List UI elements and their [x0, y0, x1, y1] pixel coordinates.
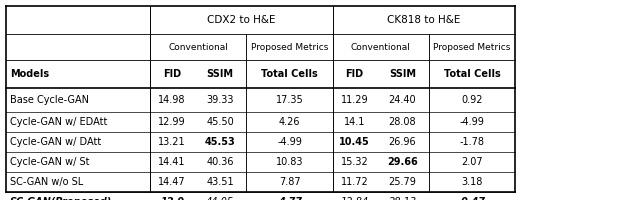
- Text: 12.9: 12.9: [160, 197, 184, 200]
- Text: Conventional: Conventional: [168, 43, 228, 52]
- Text: 28.08: 28.08: [388, 117, 417, 127]
- Text: 2.07: 2.07: [461, 157, 483, 167]
- Text: CDX2 to H&E: CDX2 to H&E: [207, 15, 276, 25]
- Text: Cycle-GAN w/ DAtt: Cycle-GAN w/ DAtt: [10, 137, 102, 147]
- Text: Proposed Metrics: Proposed Metrics: [251, 43, 328, 52]
- Text: SSIM: SSIM: [389, 69, 416, 79]
- Text: 14.47: 14.47: [158, 177, 186, 187]
- Text: 40.36: 40.36: [207, 157, 234, 167]
- Text: 17.35: 17.35: [276, 95, 303, 105]
- Text: 26.96: 26.96: [388, 137, 417, 147]
- Text: 25.79: 25.79: [388, 177, 417, 187]
- Text: 44.05: 44.05: [206, 197, 234, 200]
- Text: 10.45: 10.45: [339, 137, 370, 147]
- Text: 7.87: 7.87: [279, 177, 300, 187]
- Text: 3.18: 3.18: [461, 177, 483, 187]
- Text: 14.1: 14.1: [344, 117, 365, 127]
- Text: 11.72: 11.72: [340, 177, 369, 187]
- Text: 29.66: 29.66: [387, 157, 418, 167]
- Text: 12.99: 12.99: [158, 117, 186, 127]
- Text: -4.99: -4.99: [277, 137, 302, 147]
- Text: 4.26: 4.26: [279, 117, 300, 127]
- Text: SSIM: SSIM: [207, 69, 234, 79]
- Text: Total Cells: Total Cells: [444, 69, 500, 79]
- Text: Cycle-GAN w/ St: Cycle-GAN w/ St: [10, 157, 90, 167]
- Text: 45.50: 45.50: [206, 117, 234, 127]
- Text: 15.32: 15.32: [340, 157, 369, 167]
- Text: -1.78: -1.78: [460, 137, 484, 147]
- Text: 43.51: 43.51: [206, 177, 234, 187]
- Text: 10.83: 10.83: [276, 157, 303, 167]
- Text: FID: FID: [163, 69, 181, 79]
- Text: 28.13: 28.13: [388, 197, 417, 200]
- Text: 14.98: 14.98: [159, 95, 186, 105]
- Text: Conventional: Conventional: [351, 43, 411, 52]
- Text: 4.77: 4.77: [278, 197, 301, 200]
- Text: SC-GAN(Proposed): SC-GAN(Proposed): [10, 197, 113, 200]
- Text: Total Cells: Total Cells: [261, 69, 318, 79]
- Text: Proposed Metrics: Proposed Metrics: [433, 43, 511, 52]
- Text: SC-GAN w/o SL: SC-GAN w/o SL: [10, 177, 83, 187]
- Text: 12.84: 12.84: [340, 197, 369, 200]
- Text: CK818 to H&E: CK818 to H&E: [387, 15, 461, 25]
- Text: -0.47: -0.47: [458, 197, 486, 200]
- Text: 0.92: 0.92: [461, 95, 483, 105]
- Text: 11.29: 11.29: [340, 95, 369, 105]
- Text: 39.33: 39.33: [207, 95, 234, 105]
- Text: 45.53: 45.53: [205, 137, 236, 147]
- Text: FID: FID: [346, 69, 364, 79]
- Text: 14.41: 14.41: [159, 157, 186, 167]
- Text: 24.40: 24.40: [388, 95, 417, 105]
- Text: -4.99: -4.99: [460, 117, 484, 127]
- Text: 13.21: 13.21: [158, 137, 186, 147]
- Text: Models: Models: [10, 69, 49, 79]
- Text: Base Cycle-GAN: Base Cycle-GAN: [10, 95, 89, 105]
- Text: Cycle-GAN w/ EDAtt: Cycle-GAN w/ EDAtt: [10, 117, 108, 127]
